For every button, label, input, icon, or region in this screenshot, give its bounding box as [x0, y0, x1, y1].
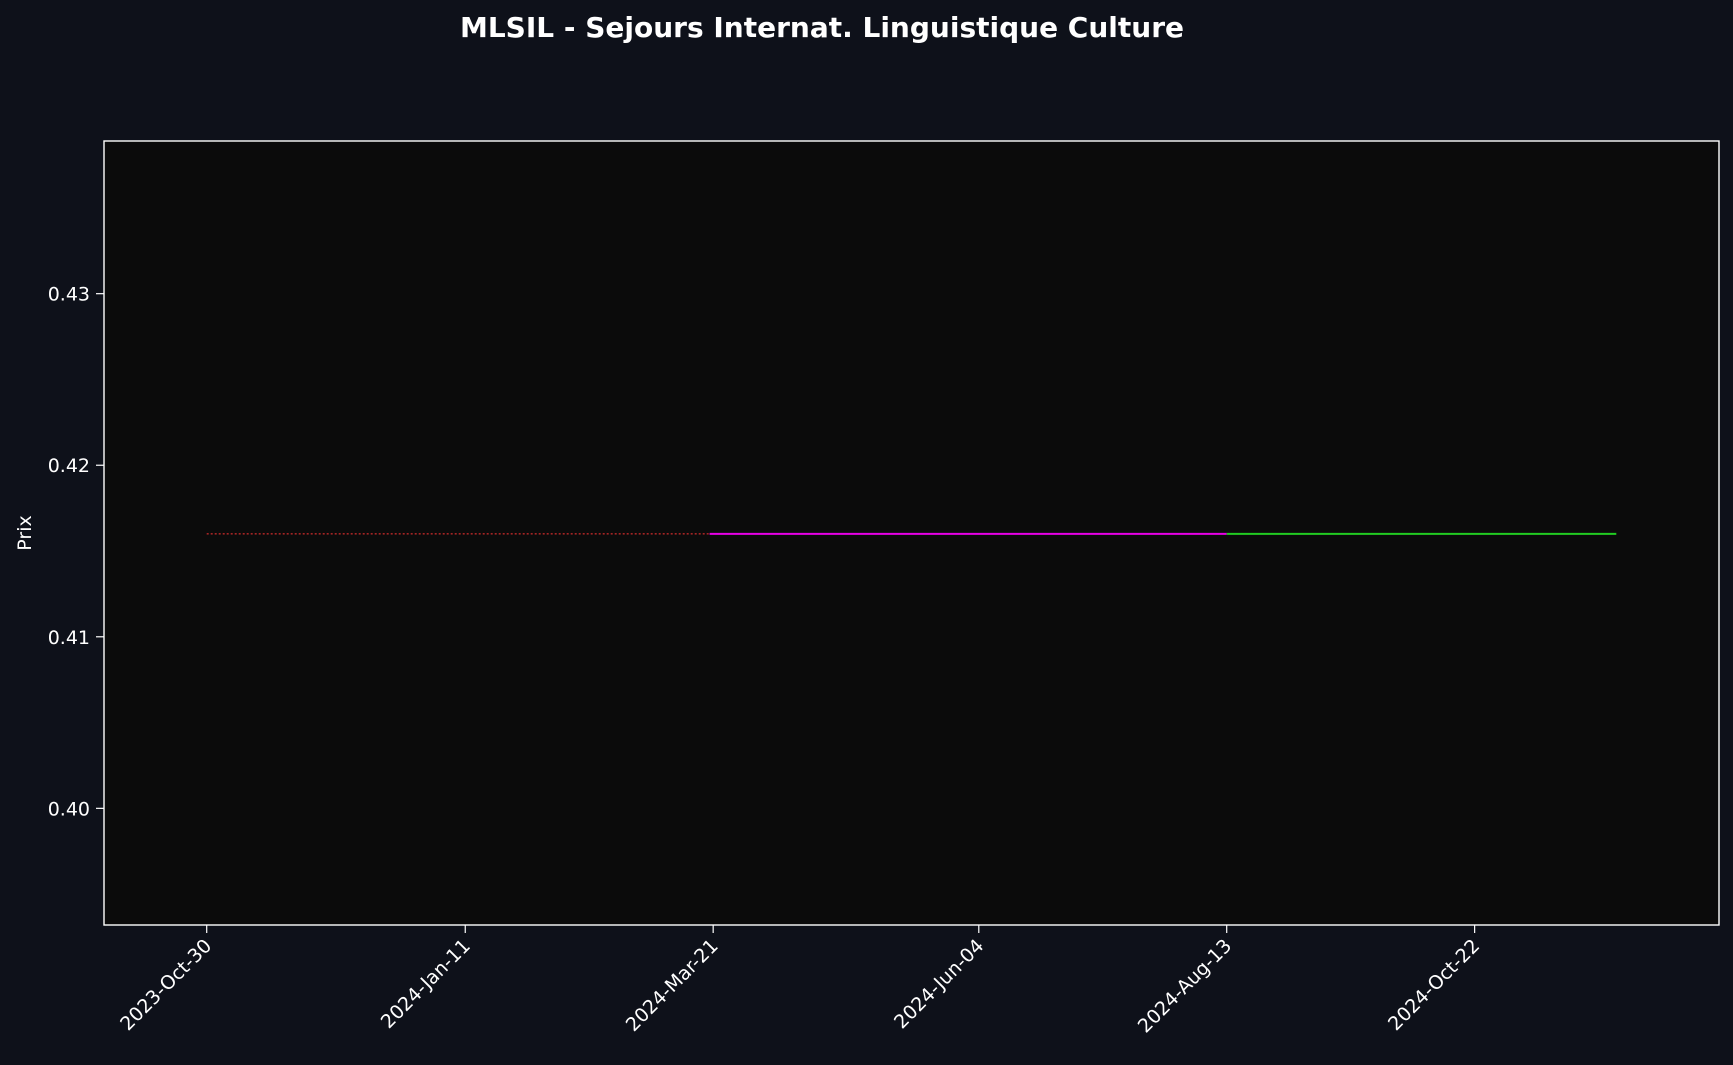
chart-title: MLSIL - Sejours Internat. Linguistique C… — [459, 11, 1185, 44]
x-tick-label: 2023-Oct-30 — [116, 935, 216, 1035]
y-tick-label: 0.42 — [48, 455, 90, 477]
x-axis: 2023-Oct-30 2024-Jan-11 2024-Mar-21 2024-Ju… — [116, 925, 1484, 1037]
x-tick-label: 2024-Aug-13 — [1134, 935, 1236, 1037]
y-axis-label: Prix — [14, 515, 36, 550]
y-tick-label: 0.41 — [48, 627, 90, 649]
y-tick-label: 0.43 — [48, 284, 90, 306]
x-tick-label: 2024-Oct-22 — [1384, 935, 1484, 1035]
x-tick-label: 2024-Jan-11 — [377, 935, 475, 1033]
x-tick-label: 2024-Mar-21 — [622, 935, 723, 1036]
y-axis: 0.40 0.41 0.42 0.43 — [48, 284, 104, 820]
plot-frame — [103, 140, 1720, 926]
y-tick-label: 0.40 — [48, 798, 90, 820]
x-tick-label: 2024-Jun-04 — [890, 935, 988, 1033]
